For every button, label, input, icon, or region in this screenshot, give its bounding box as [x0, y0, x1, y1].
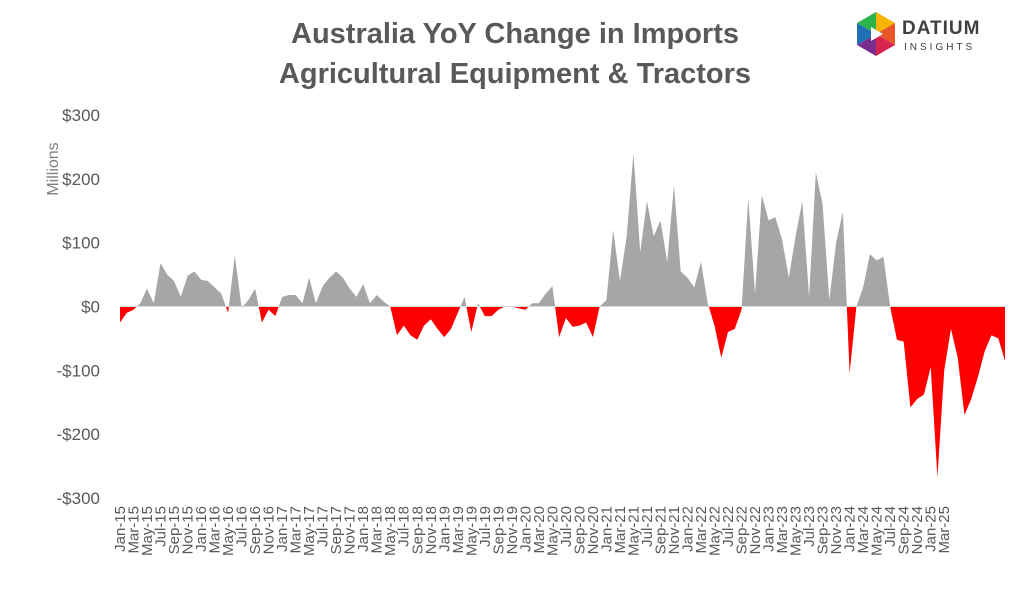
y-tick-label: -$100 [57, 361, 100, 380]
x-tick-label: Jul-21 [639, 506, 656, 547]
x-tick-label: May-22 [707, 506, 724, 556]
x-tick-label: Jul-16 [234, 506, 251, 547]
x-tick-label: Jul-23 [801, 506, 818, 547]
x-tick-label: Mar-21 [612, 506, 629, 554]
y-tick-label: -$200 [57, 425, 100, 444]
x-tick-label: Jan-24 [842, 506, 859, 552]
x-tick-label: Nov-23 [828, 506, 845, 554]
x-tick-label: Jan-25 [923, 506, 940, 552]
x-tick-label: May-16 [220, 506, 237, 556]
x-tick-label: May-18 [382, 506, 399, 556]
brand-sub: INSIGHTS [904, 42, 976, 53]
x-tick-label: Jan-21 [598, 506, 615, 552]
x-tick-label: Jan-17 [274, 506, 291, 552]
datium-hexagon-icon [857, 12, 895, 56]
datium-logo: DATIUM INSIGHTS [852, 10, 1002, 58]
x-tick-label: Jan-19 [436, 506, 453, 552]
x-tick-label: Nov-17 [342, 506, 359, 554]
x-tick-label: Jul-15 [153, 506, 170, 547]
x-tick-label: Mar-17 [288, 506, 305, 554]
x-tick-label: Mar-25 [936, 506, 953, 554]
x-tick-label: May-19 [463, 506, 480, 556]
x-tick-label: Mar-18 [369, 506, 386, 554]
x-tick-label: Jul-24 [882, 506, 899, 547]
x-tick-label: Mar-22 [693, 506, 710, 554]
x-tick-label: Jan-18 [355, 506, 372, 552]
positive-area [120, 153, 1005, 307]
x-tick-label: Sep-21 [652, 506, 669, 554]
brand-name: DATIUM [902, 18, 981, 39]
x-tick-label: Mar-15 [126, 506, 143, 554]
x-tick-label: Nov-21 [666, 506, 683, 554]
x-tick-label: Jul-18 [396, 506, 413, 547]
x-tick-label: Jul-20 [558, 506, 575, 547]
x-tick-label: Jul-17 [315, 506, 332, 547]
chart-subtitle: Agricultural Equipment & Tractors [278, 58, 752, 90]
x-tick-label: May-24 [869, 506, 886, 556]
x-tick-label: Nov-15 [180, 506, 197, 554]
x-tick-label: Mar-19 [450, 506, 467, 554]
x-tick-label: May-17 [301, 506, 318, 556]
y-axis-ticks: $300 $200 $100 $0 -$100 -$200 -$300 [57, 106, 100, 508]
y-tick-label: $0 [81, 298, 100, 317]
x-tick-label: Sep-16 [247, 506, 264, 554]
x-tick-label: Nov-20 [585, 506, 602, 554]
x-tick-label: Jan-23 [761, 506, 778, 552]
area-series [120, 153, 1005, 478]
y-tick-label: $200 [62, 170, 100, 189]
y-tick-label: -$300 [57, 489, 100, 508]
x-tick-label: Sep-24 [896, 506, 913, 554]
x-tick-label: May-23 [788, 506, 805, 556]
x-tick-label: Jan-16 [193, 506, 210, 552]
x-tick-label: Jul-22 [720, 506, 737, 547]
x-axis-ticks: Jan-15Mar-15May-15Jul-15Sep-15Nov-15Jan-… [112, 506, 953, 556]
x-tick-label: Jan-22 [679, 506, 696, 552]
x-tick-label: Mar-24 [855, 506, 872, 554]
x-tick-label: Jan-15 [112, 506, 129, 552]
x-tick-label: Nov-16 [261, 506, 278, 554]
y-tick-label: $100 [62, 234, 100, 253]
x-tick-label: Sep-20 [571, 506, 588, 554]
x-tick-label: Nov-22 [747, 506, 764, 554]
x-tick-label: Sep-15 [166, 506, 183, 554]
x-tick-label: Mar-16 [207, 506, 224, 554]
x-tick-label: Nov-24 [909, 506, 926, 554]
x-tick-label: May-21 [625, 506, 642, 556]
chart-title: Australia YoY Change in Imports [291, 18, 739, 50]
x-tick-label: Jul-19 [477, 506, 494, 547]
x-tick-label: May-20 [544, 506, 561, 556]
x-tick-label: Nov-18 [423, 506, 440, 554]
y-tick-label: $300 [62, 106, 100, 125]
x-tick-label: Sep-22 [734, 506, 751, 554]
x-tick-label: Sep-23 [815, 506, 832, 554]
x-tick-label: Mar-23 [774, 506, 791, 554]
x-tick-label: Mar-20 [531, 506, 548, 554]
x-tick-label: May-15 [139, 506, 156, 556]
x-tick-label: Jan-20 [517, 506, 534, 552]
x-tick-label: Nov-19 [504, 506, 521, 554]
x-tick-label: Sep-18 [409, 506, 426, 554]
x-tick-label: Sep-17 [328, 506, 345, 554]
x-tick-label: Sep-19 [490, 506, 507, 554]
negative-area [120, 306, 1005, 478]
